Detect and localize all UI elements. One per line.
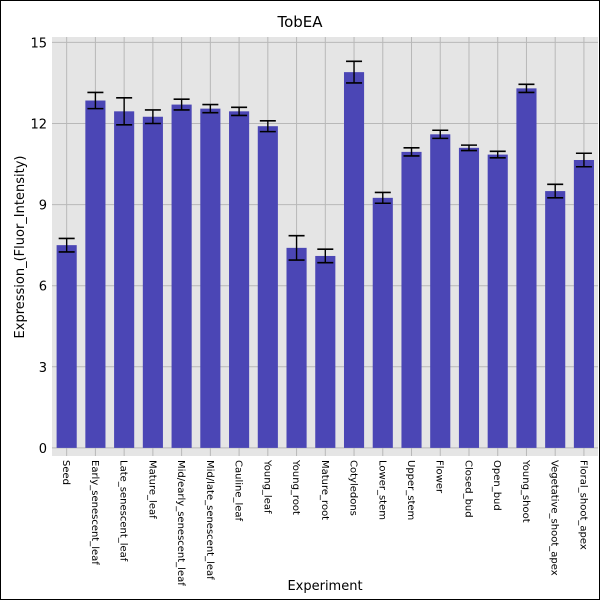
x-tick-label: Young_leaf xyxy=(261,459,272,514)
x-tick-label: Mature_leaf xyxy=(146,460,157,519)
x-tick-label: Mid/late_senescent_leaf xyxy=(204,460,215,580)
bar xyxy=(458,147,480,448)
x-tick-label: Young_root xyxy=(290,459,301,515)
x-tick-label: Lower_stem xyxy=(376,460,387,520)
x-tick-label: Young_shoot xyxy=(520,459,531,523)
x-tick-label: Cotyledons xyxy=(348,460,359,516)
bar xyxy=(171,104,192,448)
x-tick-label: Early_senescent_leaf xyxy=(89,460,100,565)
bar xyxy=(487,154,508,448)
bar xyxy=(372,197,393,448)
bar xyxy=(56,245,77,448)
y-tick-label: 9 xyxy=(39,199,47,214)
x-tick-label: Floral_shoot_apex xyxy=(577,460,588,550)
bar xyxy=(114,111,135,448)
bar xyxy=(430,134,451,448)
x-tick-label: Vegetative_shoot_apex xyxy=(549,460,560,576)
bar xyxy=(257,126,278,448)
y-axis-label: Expression_(Fluor_Intensity) xyxy=(13,156,28,339)
bar xyxy=(401,151,422,448)
bar xyxy=(315,255,336,448)
bar xyxy=(545,191,566,448)
x-tick-label: Late_senescent_leaf xyxy=(118,460,129,562)
bar xyxy=(85,100,106,448)
y-tick-label: 12 xyxy=(30,118,47,133)
x-tick-label: Upper_stem xyxy=(405,460,416,520)
x-tick-label: Cauline_leaf xyxy=(233,460,244,522)
x-tick-label: Closed_bud xyxy=(462,460,473,518)
y-tick-label: 15 xyxy=(30,36,47,51)
y-tick-label: 0 xyxy=(39,442,47,457)
bar xyxy=(229,111,250,448)
x-axis-ticks: Seed Early_senescent_leaf Late_senescent_l… xyxy=(60,459,588,586)
y-axis-ticks: 0 3 6 9 12 15 xyxy=(30,36,47,456)
x-tick-label: Flower xyxy=(434,460,445,494)
chart-title: TobEA xyxy=(276,13,323,31)
bar-series xyxy=(56,72,594,448)
x-tick-label: Mid/early_senescent_leaf xyxy=(175,460,186,586)
bar xyxy=(573,159,594,448)
x-tick-label: Seed xyxy=(60,460,71,485)
x-tick-label: Mature_root xyxy=(319,460,330,520)
bar xyxy=(286,247,307,448)
bar xyxy=(516,88,537,448)
y-tick-label: 3 xyxy=(39,361,47,376)
error-bars xyxy=(58,60,592,264)
bar xyxy=(343,72,365,448)
x-axis-label: Experiment xyxy=(287,579,362,594)
bar xyxy=(200,108,221,448)
y-tick-label: 6 xyxy=(39,280,47,295)
x-tick-label: Open_bud xyxy=(491,460,502,511)
bar xyxy=(142,116,163,448)
